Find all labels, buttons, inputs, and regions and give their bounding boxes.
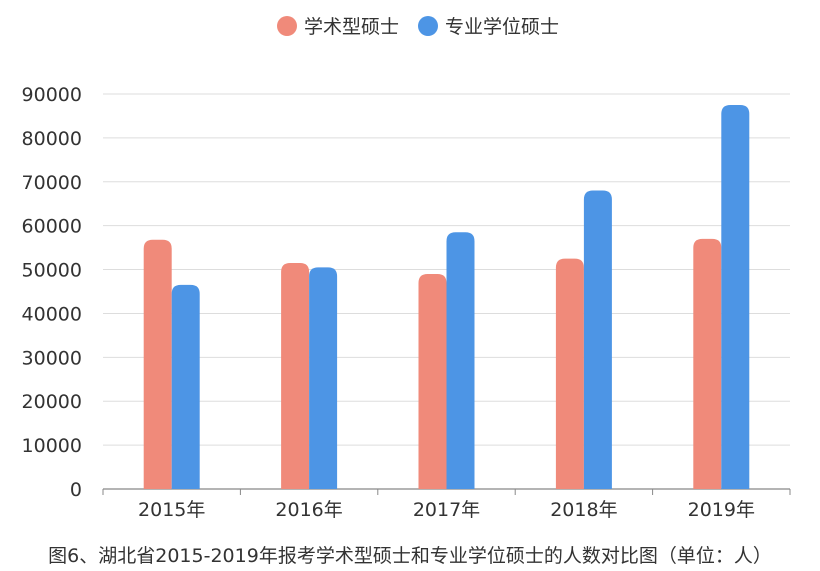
- y-tick-label: 0: [70, 479, 82, 501]
- legend-academic-marker: [277, 16, 297, 36]
- bar-professional: [721, 104, 750, 489]
- y-tick-label: 30000: [22, 347, 82, 369]
- y-tick-label: 70000: [22, 172, 82, 194]
- y-tick-label: 10000: [22, 435, 82, 457]
- y-tick-label: 90000: [22, 84, 82, 106]
- figure-caption: 图6、湖北省2015-2019年报考学术型硕士和专业学位硕士的人数对比图（单位：…: [48, 545, 772, 567]
- legend-academic-label: 学术型硕士: [304, 16, 399, 38]
- bar-academic: [693, 238, 722, 489]
- bar-academic: [555, 258, 584, 489]
- bar-academic: [418, 273, 447, 489]
- bar-professional: [583, 190, 612, 490]
- bar-chart: 0 10000 20000 30000 40000 50000 60000 70000 8000…: [22, 16, 791, 521]
- x-tick-label: 2017年: [413, 499, 480, 521]
- bar-professional: [309, 267, 338, 489]
- legend-professional-label: 专业学位硕士: [445, 16, 559, 38]
- bar-academic: [281, 262, 310, 489]
- x-tick-label: 2016年: [275, 499, 342, 521]
- y-tick-label: 40000: [22, 303, 82, 325]
- bar-academic: [143, 239, 172, 489]
- y-tick-label: 20000: [22, 391, 82, 413]
- bar-professional: [446, 232, 475, 489]
- x-tick-label: 2015年: [138, 499, 205, 521]
- x-tick-label: 2018年: [550, 499, 617, 521]
- y-tick-label: 50000: [22, 260, 82, 282]
- y-tick-label: 80000: [22, 128, 82, 150]
- bar-professional: [171, 284, 200, 489]
- legend-professional-marker: [418, 16, 438, 36]
- x-tick-label: 2019年: [688, 499, 755, 521]
- y-tick-label: 60000: [22, 216, 82, 238]
